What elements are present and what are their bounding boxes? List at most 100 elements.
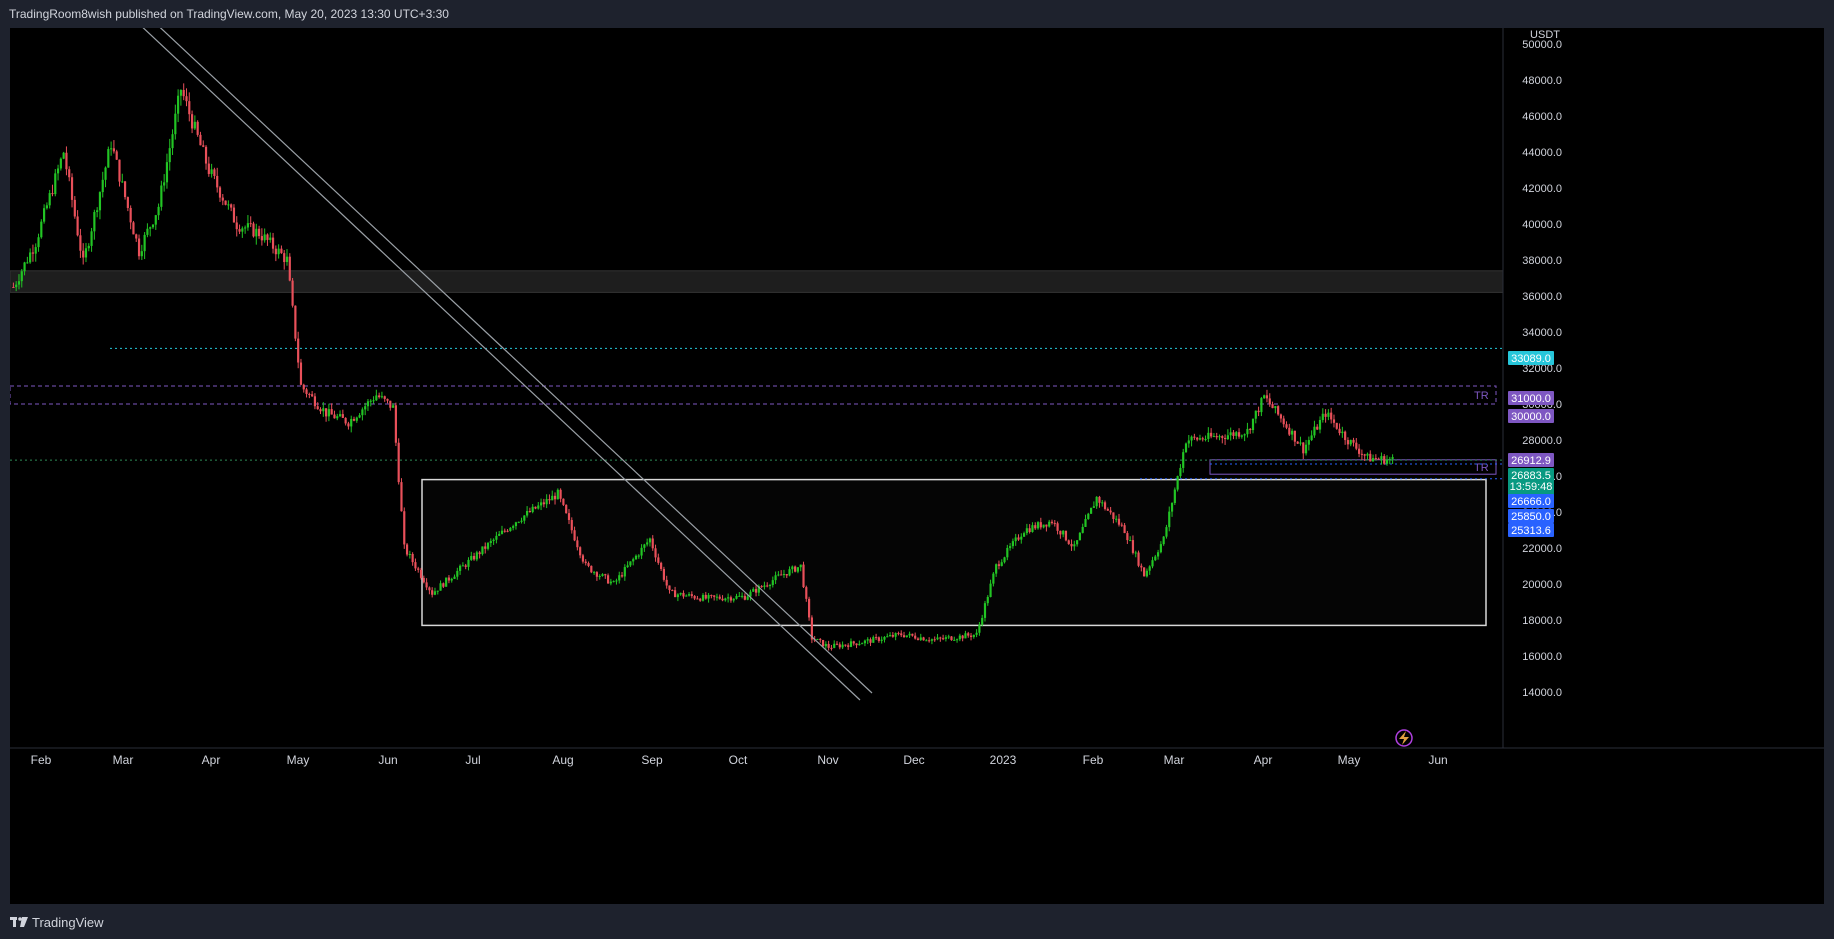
- candle-body: [380, 396, 384, 398]
- candle-body: [509, 527, 512, 532]
- y-tick-label: 14000.0: [1522, 687, 1562, 699]
- price-badge: [1508, 509, 1554, 523]
- x-tick-label: Apr: [202, 753, 221, 767]
- candle-body: [715, 596, 719, 598]
- candle-body: [241, 228, 244, 232]
- candle-body: [930, 639, 934, 641]
- candle-body: [1073, 544, 1076, 547]
- candle-body: [73, 199, 76, 217]
- candle-body: [1346, 440, 1350, 445]
- candle-body: [1307, 440, 1310, 445]
- candle-body: [224, 200, 227, 205]
- candle-body: [1156, 552, 1160, 557]
- candle-body: [266, 234, 269, 240]
- price-badge-label: 26883.5: [1511, 470, 1551, 482]
- candle-body: [1352, 439, 1355, 443]
- candle-body: [1039, 522, 1042, 528]
- candle-body: [841, 644, 844, 648]
- candle-body: [375, 395, 378, 401]
- candle-body: [992, 573, 995, 584]
- candle-body: [1143, 567, 1146, 577]
- candle-body: [352, 418, 356, 421]
- candle-body: [193, 121, 196, 129]
- candle-body: [227, 204, 230, 206]
- candle-body: [216, 175, 219, 188]
- candle-body: [1268, 398, 1271, 405]
- chart-frame[interactable]: TR TR 14000.0 16000.0 18000.0 20000.0 22000.0…: [9, 17, 1824, 904]
- x-tick-label: Nov: [817, 753, 838, 767]
- candle-body: [877, 637, 880, 641]
- candle-body: [59, 158, 62, 169]
- candle-body: [955, 639, 959, 641]
- candle-body: [816, 638, 819, 640]
- candle-body: [274, 248, 277, 255]
- candle-body: [559, 489, 562, 499]
- candle-body: [1260, 398, 1263, 413]
- candle-body: [1022, 533, 1026, 537]
- candle-body: [1249, 428, 1252, 431]
- candle-body: [548, 499, 551, 501]
- candle-body: [1170, 503, 1174, 512]
- candle-body: [1048, 521, 1051, 527]
- candle-body: [369, 400, 372, 402]
- candle-body: [637, 555, 640, 557]
- y-tick-label: 28000.0: [1522, 435, 1562, 447]
- candle-body: [1017, 537, 1020, 540]
- candle-body: [425, 582, 428, 588]
- candle-body: [154, 215, 157, 225]
- candle-body: [721, 598, 724, 601]
- candle-body: [727, 597, 730, 599]
- candle-body: [341, 414, 344, 418]
- candle-body: [408, 553, 411, 555]
- candle-body: [791, 566, 794, 570]
- candle-body: [875, 637, 878, 639]
- candle-body: [62, 152, 65, 159]
- candle-body: [386, 398, 389, 401]
- candle-body: [1184, 443, 1188, 453]
- candle-body: [319, 409, 322, 412]
- candle-body: [436, 590, 439, 592]
- price-badge: [1508, 351, 1554, 365]
- candle-body: [1210, 432, 1213, 437]
- candle-body: [87, 245, 90, 249]
- price-chart[interactable]: TR TR 14000.0 16000.0 18000.0 20000.0 22000.0…: [9, 17, 1824, 904]
- candle-body: [1126, 533, 1129, 541]
- candle-body: [805, 587, 808, 599]
- candle-body: [620, 575, 624, 577]
- candle-body: [796, 567, 800, 572]
- candle-body: [858, 643, 861, 646]
- candle-body: [174, 113, 177, 135]
- candle-body: [1103, 502, 1107, 509]
- candle-body: [565, 504, 568, 514]
- candle-body: [900, 633, 903, 636]
- candle-body: [676, 594, 679, 598]
- candle-body: [431, 590, 434, 595]
- candle-body: [1078, 532, 1082, 541]
- candle-body: [1193, 436, 1196, 438]
- candle-body: [433, 591, 437, 595]
- candle-body: [1380, 456, 1383, 460]
- candle-body: [916, 638, 920, 640]
- y-tick-label: 20000.0: [1522, 579, 1562, 591]
- candle-body: [640, 547, 643, 556]
- candle-body: [347, 423, 350, 427]
- candle-body: [118, 159, 121, 182]
- candle-body: [316, 406, 319, 410]
- candle-body: [897, 633, 900, 635]
- candle-body: [713, 595, 716, 597]
- candle-body: [673, 590, 677, 598]
- candle-body: [23, 262, 26, 272]
- candle-body: [1302, 442, 1305, 454]
- price-badge-label: 26912.9: [1511, 455, 1551, 467]
- flash-icon: [1395, 729, 1413, 747]
- candle-body: [693, 596, 696, 599]
- candle-body: [1257, 410, 1260, 413]
- candle-body: [1332, 419, 1336, 423]
- y-tick-label: 48000.0: [1522, 75, 1562, 87]
- candle-body: [1304, 444, 1308, 454]
- candle-body: [654, 548, 657, 558]
- candle-body: [958, 635, 961, 640]
- candle-body: [1271, 404, 1274, 409]
- candle-body: [997, 564, 1001, 566]
- candle-body: [1112, 512, 1115, 519]
